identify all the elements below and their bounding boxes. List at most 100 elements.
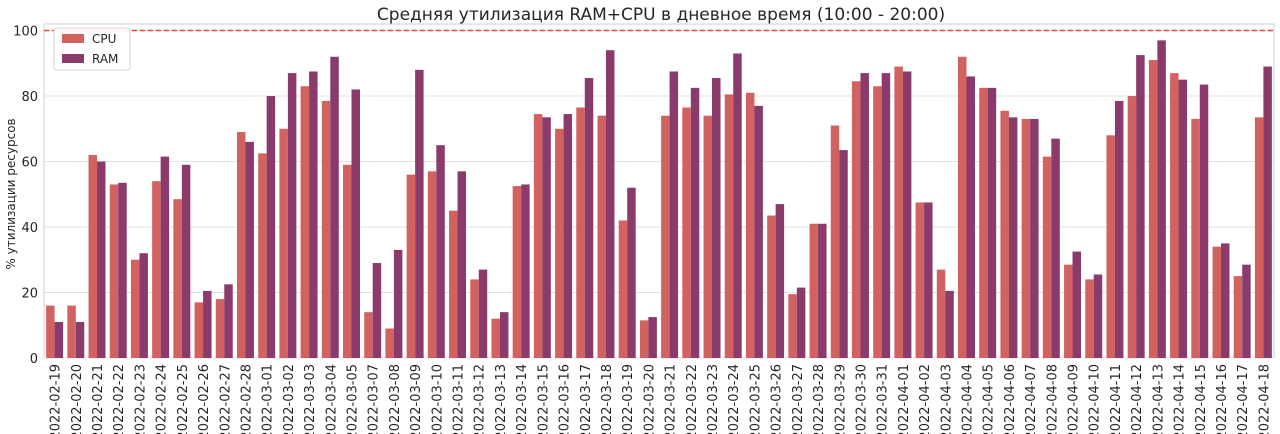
x-tick-label: 2022-03-10 bbox=[430, 364, 445, 434]
x-tick-label: 2022-02-23 bbox=[133, 364, 148, 434]
bar-cpu bbox=[915, 202, 925, 358]
x-tick-label: 2022-04-10 bbox=[1088, 364, 1103, 434]
bar-cpu bbox=[661, 115, 670, 358]
bar-cpu bbox=[385, 328, 394, 358]
bar-cpu bbox=[1212, 246, 1221, 358]
bar-ram bbox=[902, 71, 912, 358]
legend: CPU RAM bbox=[53, 27, 131, 71]
x-tick-label: 2022-03-21 bbox=[664, 364, 679, 434]
x-tick-label: 2022-03-28 bbox=[812, 364, 827, 434]
y-tick-label: 60 bbox=[21, 156, 38, 171]
bar-ram bbox=[924, 202, 933, 358]
bar-ram bbox=[1220, 243, 1230, 358]
x-tick-label: 2022-03-18 bbox=[600, 364, 615, 434]
bar-ram bbox=[563, 114, 573, 359]
bar-ram bbox=[605, 50, 615, 359]
bar-cpu bbox=[533, 114, 543, 359]
bar-ram bbox=[1093, 274, 1103, 358]
bar-ram bbox=[287, 73, 297, 358]
x-tick-label: 2022-03-31 bbox=[876, 364, 891, 434]
bar-cpu bbox=[894, 66, 903, 358]
x-tick-label: 2022-03-25 bbox=[748, 364, 763, 434]
bar-ram bbox=[733, 53, 742, 359]
bar-ram bbox=[690, 87, 700, 359]
bar-ram bbox=[415, 69, 424, 358]
x-tick-label: 2022-02-27 bbox=[218, 364, 233, 434]
bar-ram bbox=[669, 71, 679, 358]
x-tick-label: 2022-03-14 bbox=[515, 364, 530, 434]
x-tick-label: 2022-03-26 bbox=[770, 364, 785, 434]
x-tick-label: 2022-04-09 bbox=[1067, 364, 1082, 434]
bar-cpu bbox=[491, 318, 500, 358]
bar-cpu bbox=[364, 312, 373, 358]
x-tick-label: 2022-02-19 bbox=[49, 364, 64, 434]
bar-ram bbox=[372, 263, 382, 358]
bar-cpu bbox=[1106, 135, 1115, 358]
x-tick-label: 2022-04-04 bbox=[961, 364, 976, 434]
bar-cpu bbox=[851, 81, 861, 358]
bar-cpu bbox=[152, 181, 161, 358]
x-tick-label: 2022-04-17 bbox=[1236, 364, 1251, 434]
bar-ram bbox=[881, 73, 891, 358]
bar-cpu bbox=[682, 107, 691, 358]
x-tick-label: 2022-04-03 bbox=[939, 364, 954, 434]
bar-cpu bbox=[597, 115, 606, 358]
legend-label-cpu: CPU bbox=[92, 32, 116, 46]
chart-title: Средняя утилизация RAM+CPU в дневное вре… bbox=[377, 5, 945, 25]
bar-ram bbox=[1114, 100, 1124, 358]
bar-ram bbox=[97, 161, 106, 358]
x-tick-label: 2022-04-14 bbox=[1173, 364, 1188, 434]
bar-cpu bbox=[46, 305, 55, 358]
x-tick-label: 2022-03-05 bbox=[346, 364, 361, 434]
y-axis: 0 20 40 60 80 100 bbox=[13, 25, 38, 367]
x-tick-label: 2022-02-25 bbox=[176, 364, 191, 434]
bar-cpu bbox=[979, 87, 988, 359]
legend-swatch-cpu bbox=[62, 34, 84, 43]
y-tick-label: 80 bbox=[21, 90, 38, 105]
bar-ram bbox=[203, 290, 212, 358]
bar-ram bbox=[775, 204, 785, 358]
bar-cpu bbox=[830, 125, 840, 359]
y-tick-label: 40 bbox=[21, 221, 38, 236]
bar-cpu bbox=[67, 305, 76, 358]
bar-cpu bbox=[1042, 156, 1052, 358]
bar-cpu bbox=[449, 210, 458, 358]
bar-cpu bbox=[130, 259, 140, 358]
bar-cpu bbox=[300, 86, 310, 358]
bar-cpu bbox=[1191, 118, 1200, 358]
x-tick-label: 2022-03-19 bbox=[621, 364, 636, 434]
bar-cpu bbox=[194, 302, 204, 358]
bar-ram bbox=[309, 71, 318, 358]
x-tick-label: 2022-02-26 bbox=[197, 364, 212, 434]
bar-ram bbox=[330, 56, 339, 359]
x-tick-label: 2022-03-23 bbox=[706, 364, 721, 434]
x-tick-label: 2022-04-07 bbox=[1024, 364, 1039, 434]
bar-ram bbox=[181, 164, 191, 358]
x-tick-label: 2022-03-03 bbox=[303, 364, 318, 434]
bar-cpu bbox=[576, 107, 585, 358]
bar-ram bbox=[118, 182, 127, 358]
x-tick-label: 2022-04-18 bbox=[1257, 364, 1272, 434]
x-tick-label: 2022-02-28 bbox=[239, 364, 254, 434]
bar-cpu bbox=[639, 320, 649, 358]
bar-ram bbox=[712, 78, 721, 358]
bar-ram bbox=[351, 89, 360, 358]
x-tick-label: 2022-03-27 bbox=[791, 364, 806, 434]
bar-cpu bbox=[1148, 60, 1158, 359]
x-tick-label: 2022-03-11 bbox=[452, 364, 467, 434]
bar-ram bbox=[1242, 264, 1251, 358]
x-tick-label: 2022-03-29 bbox=[833, 364, 848, 434]
x-tick-label: 2022-04-05 bbox=[982, 364, 997, 434]
bar-ram bbox=[393, 249, 403, 358]
bar-ram bbox=[1051, 138, 1060, 358]
bar-cpu bbox=[873, 86, 882, 358]
bar-cpu bbox=[109, 184, 119, 358]
bar-ram bbox=[1199, 84, 1209, 358]
x-tick-label: 2022-02-22 bbox=[112, 364, 127, 434]
bar-ram bbox=[245, 141, 254, 358]
x-tick-label: 2022-03-13 bbox=[494, 364, 509, 434]
x-tick-label: 2022-03-30 bbox=[854, 364, 869, 434]
bar-cpu bbox=[1127, 96, 1137, 358]
